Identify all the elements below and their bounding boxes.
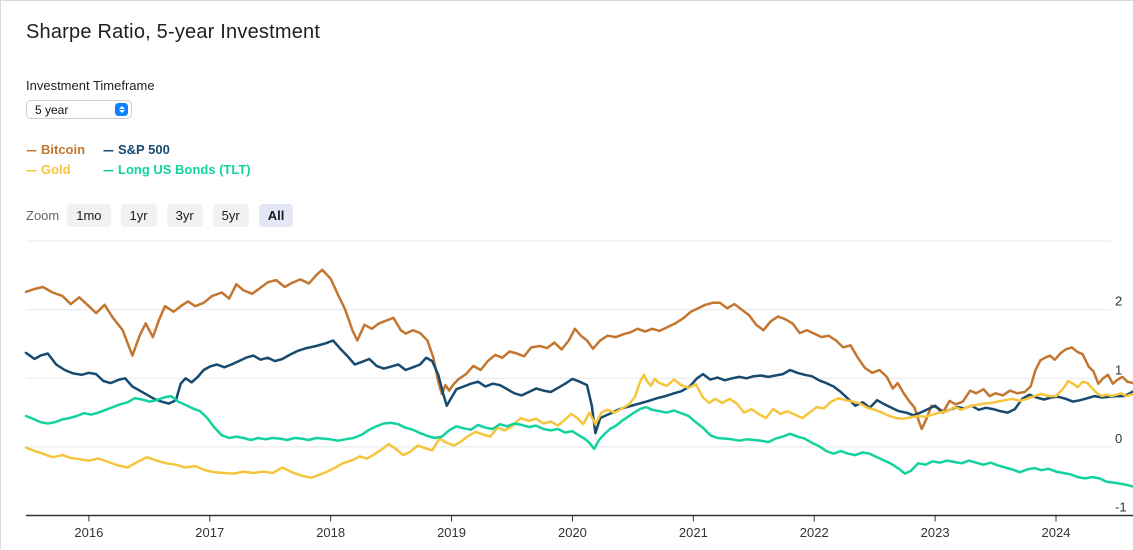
chevron-down-icon <box>118 110 125 113</box>
tlt-dash-marker-icon: --- <box>103 162 114 177</box>
legend-label: Long US Bonds (TLT) <box>118 162 251 177</box>
x-axis-label-2023: 2023 <box>921 525 950 540</box>
zoom-button-1yr[interactable]: 1yr <box>120 204 157 227</box>
zoom-button-1mo[interactable]: 1mo <box>67 204 111 227</box>
timeframe-label: Investment Timeframe <box>26 78 155 93</box>
chevron-up-icon <box>118 106 125 109</box>
timeframe-select[interactable]: 5 year <box>26 100 132 119</box>
y-axis-label-2: 2 <box>1115 294 1122 309</box>
x-axis-label-2019: 2019 <box>437 525 466 540</box>
y-axis-label--1: -1 <box>1115 500 1127 515</box>
x-axis-label-2016: 2016 <box>74 525 103 540</box>
zoom-toolbar-label: Zoom <box>26 208 60 223</box>
x-axis-label-2018: 2018 <box>316 525 345 540</box>
legend-label: S&P 500 <box>118 142 170 157</box>
x-axis-label-2020: 2020 <box>558 525 587 540</box>
legend-item-gold[interactable]: --- Gold <box>26 162 103 177</box>
select-stepper-icon[interactable] <box>115 103 128 116</box>
bitcoin-dash-marker-icon: --- <box>26 142 37 157</box>
x-axis-label-2024: 2024 <box>1042 525 1071 540</box>
sp500-dash-marker-icon: --- <box>103 142 114 157</box>
y-axis-label-1: 1 <box>1115 362 1122 377</box>
zoom-button-all[interactable]: All <box>258 204 294 227</box>
x-axis-label-2017: 2017 <box>195 525 224 540</box>
legend-item-sp500[interactable]: --- S&P 500 <box>103 142 251 157</box>
chart-legend: --- Bitcoin --- S&P 500 --- Gold --- Lon… <box>26 142 251 177</box>
zoom-button-5yr[interactable]: 5yr <box>212 204 249 227</box>
legend-label: Bitcoin <box>41 142 86 157</box>
zoom-button-3yr[interactable]: 3yr <box>166 204 203 227</box>
y-axis-label-0: 0 <box>1115 431 1122 446</box>
series-line-bitcoin[interactable] <box>24 268 1133 431</box>
page-title: Sharpe Ratio, 5-year Investment <box>26 21 321 43</box>
series-line-long-us-bonds-tlt[interactable] <box>24 394 1133 488</box>
series-line-gold[interactable] <box>24 373 1133 480</box>
gold-dash-marker-icon: --- <box>26 162 37 177</box>
legend-item-bitcoin[interactable]: --- Bitcoin <box>26 142 103 157</box>
legend-label: Gold <box>41 162 71 177</box>
x-axis-label-2022: 2022 <box>800 525 829 540</box>
x-axis-label-2021: 2021 <box>679 525 708 540</box>
legend-item-tlt[interactable]: --- Long US Bonds (TLT) <box>103 162 251 177</box>
zoom-toolbar: Zoom 1mo 1yr 3yr 5yr All <box>26 204 303 227</box>
timeframe-selected-value: 5 year <box>35 102 69 117</box>
